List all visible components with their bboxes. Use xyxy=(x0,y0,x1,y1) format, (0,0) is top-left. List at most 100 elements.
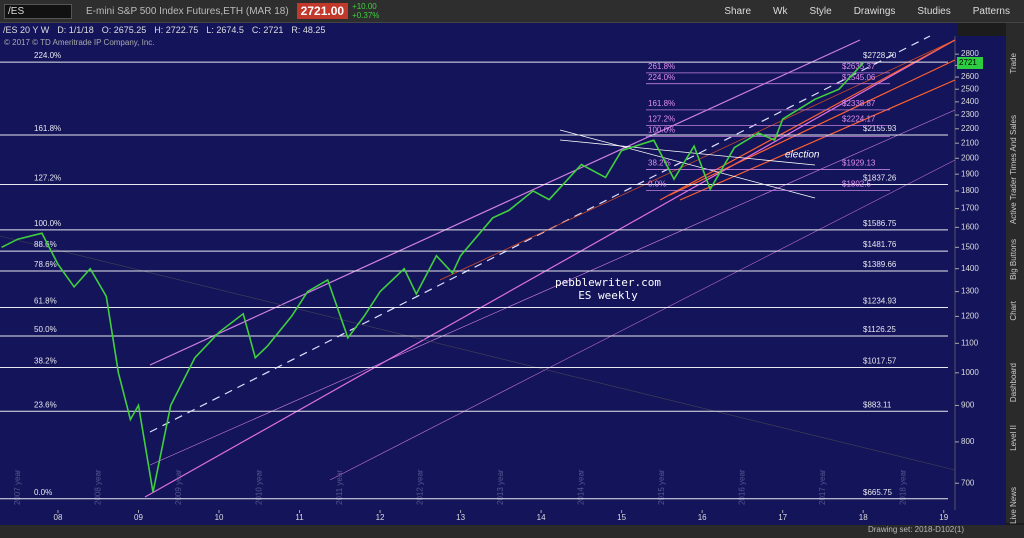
info-field: H: 2722.75 xyxy=(154,24,199,35)
fib-label: 61.8% xyxy=(34,297,57,306)
price-line xyxy=(1,62,864,493)
watermark: pebblewriter.com xyxy=(555,276,661,289)
x-tick-label: 09 xyxy=(134,513,143,522)
price-axis xyxy=(955,36,1006,510)
year-watermark: 2009 year xyxy=(174,469,183,505)
info-field: D: 1/1/18 xyxy=(57,24,94,35)
x-tick-label: 10 xyxy=(215,513,224,522)
x-tick-label: 19 xyxy=(939,513,948,522)
x-tick-label: 08 xyxy=(54,513,63,522)
fib-price: $1586.75 xyxy=(863,219,897,228)
y-tick-label: 2400 xyxy=(961,97,979,106)
channel-line xyxy=(144,39,956,498)
info-bar: /ES 20 Y W D: 1/1/18 O: 2675.25 H: 2722.75 L… xyxy=(0,23,958,36)
fib-price: $1802.5 xyxy=(842,180,871,189)
y-tick-label: 1400 xyxy=(961,264,979,273)
fib-price: $2545.06 xyxy=(842,73,876,82)
watermark: ES weekly xyxy=(578,289,638,302)
fib-price: $1017.57 xyxy=(863,357,897,366)
fib-label: 38.2% xyxy=(34,357,57,366)
fib-label: 50.0% xyxy=(34,325,57,334)
toolbar-button[interactable]: Patterns xyxy=(972,5,1010,17)
y-tick-label: 2600 xyxy=(961,72,979,81)
symbol-field[interactable]: /ES xyxy=(4,3,72,19)
toolbar-button[interactable]: Share xyxy=(724,5,752,17)
y-tick-label: 1900 xyxy=(961,169,979,178)
channels xyxy=(0,35,956,498)
y-tick-label: 2100 xyxy=(961,138,979,147)
year-watermark: 2013 year xyxy=(496,469,505,505)
fib-price: $1234.93 xyxy=(863,297,897,306)
fib-label: 127.2% xyxy=(648,115,675,124)
y-tick-label: 1700 xyxy=(961,204,979,213)
change: +10.00 +0.37% xyxy=(352,2,379,20)
fib-price: $883.11 xyxy=(863,400,892,409)
trend-line xyxy=(669,59,956,196)
change-pct: +0.37% xyxy=(352,11,380,20)
info-field: L: 2674.5 xyxy=(206,24,244,35)
year-watermark: 2017 year xyxy=(818,469,827,505)
fib-label: 261.8% xyxy=(648,62,675,71)
info-field: R: 48.25 xyxy=(291,24,326,35)
channel-line xyxy=(149,35,931,433)
fib-label: 78.6% xyxy=(34,260,57,269)
trend-line xyxy=(659,39,956,201)
year-watermark: 2007 year xyxy=(13,469,22,505)
info-field: O: 2675.25 xyxy=(101,24,147,35)
fib-label: 0.0% xyxy=(648,180,666,189)
channel-line xyxy=(329,159,956,481)
y-tick-label: 2500 xyxy=(961,84,979,93)
fib-price: $665.75 xyxy=(863,488,892,497)
status-bar: Drawing set: 2018-D102(1) xyxy=(0,525,1024,538)
toolbar-button[interactable]: Drawings xyxy=(853,5,896,17)
x-tick-label: 11 xyxy=(295,513,304,522)
year-watermark: 2011 year xyxy=(335,470,344,505)
fib-label: 224.0% xyxy=(648,73,675,82)
y-tick-label: 700 xyxy=(961,478,975,487)
y-tick-label: 1100 xyxy=(961,338,979,347)
x-tick-label: 18 xyxy=(859,513,868,522)
toolbar-button[interactable]: Wk xyxy=(773,5,788,17)
y-tick-label: 900 xyxy=(961,401,975,410)
toolbar-button[interactable]: Studies xyxy=(917,5,951,17)
year-watermark: 2018 year xyxy=(899,469,908,505)
fib-price: $1126.25 xyxy=(863,325,896,334)
drawing-set: Drawing set: 2018-D102(1) xyxy=(867,525,964,534)
trend-line xyxy=(559,129,816,199)
copyright: © 2017 © TD Ameritrade IP Company, Inc. xyxy=(4,38,155,47)
y-tick-label: 1000 xyxy=(961,368,979,377)
fib-price: $1837.26 xyxy=(863,174,897,183)
trend-line xyxy=(679,79,956,201)
info-field: /ES 20 Y W xyxy=(3,24,50,35)
fib-label: 23.6% xyxy=(34,400,57,409)
toolbar-buttons: Share Wk Style Drawings Studies Patterns xyxy=(724,6,1010,17)
last-price-label: 2721 xyxy=(959,58,977,67)
annotation: election xyxy=(785,150,820,161)
fib-price: $1389.66 xyxy=(863,260,897,269)
toolbar: /ES E-mini S&P 500 Index Futures,ETH (MA… xyxy=(0,0,1024,23)
fib-label: 100.0% xyxy=(648,126,675,135)
year-watermark: 2016 year xyxy=(738,469,747,505)
fib-label: 0.0% xyxy=(34,488,52,497)
year-watermark: 2012 year xyxy=(415,469,424,505)
y-tick-label: 2300 xyxy=(961,110,979,119)
y-tick-label: 2000 xyxy=(961,153,979,162)
info-field: C: 2721 xyxy=(251,24,284,35)
fib-label: 127.2% xyxy=(34,174,61,183)
side-tabs: Trade Times And Sales Active Trader Big But… xyxy=(1006,23,1024,524)
year-watermark: 2010 year xyxy=(254,469,263,505)
fib-price: $2224.17 xyxy=(842,115,876,124)
y-tick-label: 1800 xyxy=(961,186,979,195)
x-tick-label: 12 xyxy=(376,513,385,522)
y-tick-label: 1200 xyxy=(961,312,979,321)
trend-line xyxy=(439,39,956,281)
toolbar-button[interactable]: Style xyxy=(809,5,832,17)
fib-label: 161.8% xyxy=(34,124,61,133)
y-tick-label: 2800 xyxy=(961,49,979,58)
description: E-mini S&P 500 Index Futures,ETH (MAR 18… xyxy=(86,5,289,17)
y-tick-label: 1600 xyxy=(961,222,979,231)
x-tick-label: 13 xyxy=(456,513,465,522)
channel-line xyxy=(149,39,861,366)
trend-line xyxy=(0,235,956,471)
